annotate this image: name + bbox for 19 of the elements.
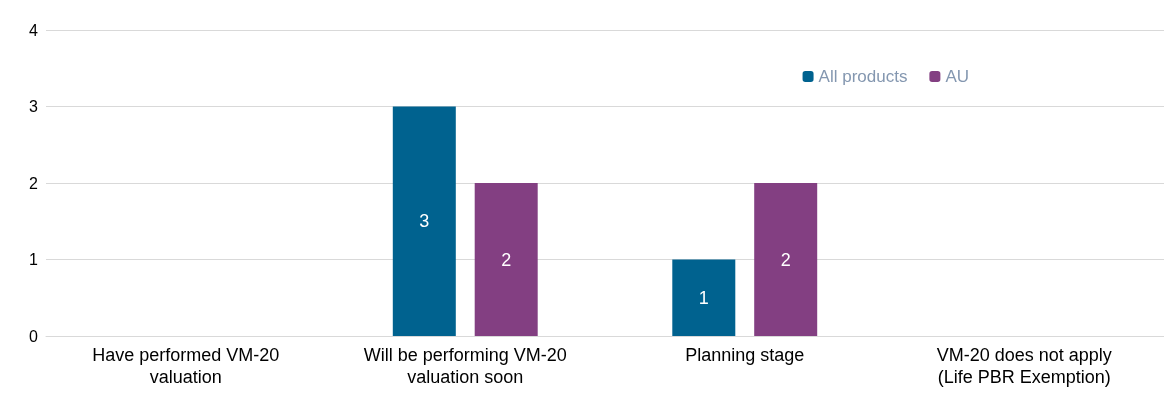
- y-tick-label: 0: [29, 327, 39, 345]
- bar: [392, 106, 456, 336]
- bar: [474, 183, 538, 336]
- y-tick-label: 2: [29, 174, 39, 192]
- y-tick-label: 4: [29, 21, 39, 39]
- bar: [754, 183, 818, 336]
- y-tick-label: 3: [29, 98, 39, 115]
- x-tick-label: VM-20 does not apply (Life PBR Exemption): [936, 345, 1112, 387]
- data-label: 2: [501, 249, 512, 270]
- data-label: 3: [419, 211, 430, 232]
- data-label: 2: [780, 249, 791, 270]
- x-tick-label: Planning stage: [685, 345, 805, 365]
- legend-label: AU: [945, 67, 970, 86]
- x-tick-label: Have performed VM-20 valuation: [92, 345, 280, 387]
- bar: [672, 259, 736, 336]
- legend-label: All products: [818, 67, 908, 86]
- x-tick-label: Will be performing VM-20 valuation soon: [363, 345, 567, 387]
- y-tick-label: 1: [29, 251, 39, 268]
- data-label: 1: [698, 287, 709, 308]
